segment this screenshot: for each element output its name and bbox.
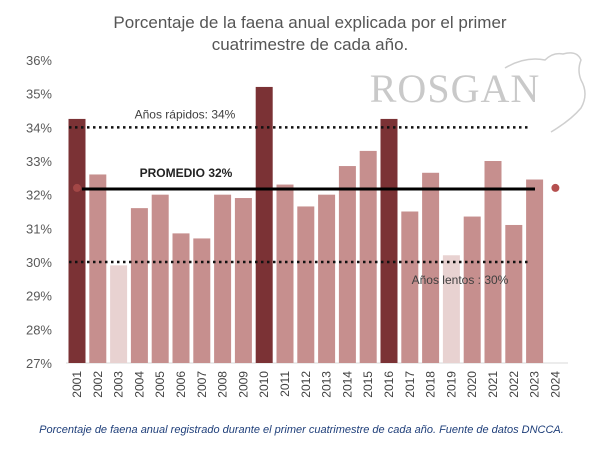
y-tick-label: 32% — [26, 188, 52, 203]
x-tick-label: 2013 — [320, 371, 334, 398]
x-tick-label: 2006 — [174, 371, 188, 398]
y-tick-label: 29% — [26, 289, 52, 304]
bar-2021 — [484, 161, 502, 363]
x-tick-label: 2012 — [299, 371, 313, 398]
x-tick-label: 2005 — [153, 371, 167, 398]
bar-2015 — [359, 150, 377, 363]
bar-2020 — [463, 216, 481, 363]
x-tick-label: 2009 — [236, 371, 250, 398]
bar-2016 — [380, 118, 398, 364]
y-tick-label: 34% — [26, 120, 52, 135]
point-2001-average-marker — [73, 183, 81, 192]
x-tick-label: 2015 — [361, 371, 375, 398]
y-tick-label: 33% — [26, 154, 52, 169]
x-tick-label: 2019 — [444, 371, 458, 398]
bar-2023 — [526, 179, 544, 363]
bar-2002 — [89, 174, 107, 363]
bar-2001 — [68, 118, 86, 364]
bar-2018 — [422, 172, 440, 363]
point-2024 — [551, 183, 560, 192]
x-tick-label: 2016 — [382, 371, 396, 398]
bar-2009 — [234, 198, 252, 363]
x-tick-label: 2018 — [424, 371, 438, 398]
chart-title-line-1: Porcentaje de la faena anual explicada p… — [113, 13, 507, 32]
y-tick-label: 36% — [26, 53, 52, 68]
bar-2012 — [297, 206, 315, 363]
x-tick-label: 2023 — [528, 371, 542, 398]
x-tick-label: 2010 — [257, 371, 271, 398]
y-tick-label: 27% — [26, 356, 52, 371]
y-tick-label: 35% — [26, 87, 52, 102]
bar-2005 — [151, 194, 169, 363]
x-tick-label: 2003 — [112, 371, 126, 398]
chart-title-line-2: cuatrimestre de cada año. — [211, 35, 409, 54]
x-tick-label: 2002 — [91, 371, 105, 398]
x-tick-label: 2004 — [132, 371, 146, 398]
x-tick-label: 2021 — [486, 371, 500, 398]
x-tick-label: 2024 — [548, 371, 562, 398]
y-tick-label: 31% — [26, 221, 52, 236]
x-tick-label: 2001 — [70, 371, 84, 398]
y-tick-label: 30% — [26, 255, 52, 270]
x-tick-label: 2007 — [195, 371, 209, 398]
bar-2014 — [338, 166, 356, 363]
reference-label-slow: Años lentos : 30% — [412, 273, 509, 287]
x-tick-label: 2022 — [507, 371, 521, 398]
bar-2022 — [505, 224, 523, 363]
bar-2006 — [172, 233, 190, 363]
bar-2008 — [214, 194, 232, 363]
bar-2011 — [276, 184, 294, 363]
x-tick-label: 2011 — [278, 371, 292, 397]
bar-2004 — [130, 208, 148, 363]
x-tick-label: 2020 — [465, 371, 479, 398]
bar-2017 — [401, 211, 419, 363]
bar-2003 — [110, 265, 128, 363]
bar-2019 — [442, 255, 460, 363]
bar-2010 — [255, 86, 273, 363]
reference-label-fast: Años rápidos: 34% — [135, 107, 236, 121]
x-tick-label: 2014 — [340, 371, 354, 398]
bar-2007 — [193, 238, 211, 363]
rosgan-logo: ROSGAN — [370, 52, 586, 133]
x-tick-label: 2008 — [216, 371, 230, 398]
y-tick-label: 28% — [26, 322, 52, 337]
x-tick-label: 2017 — [403, 371, 417, 398]
bar-chart: ROSGAN 27% 28% 29% 30% 31% 32% 33% 34% 35% 36% 200… — [26, 52, 586, 398]
reference-label-average: PROMEDIO 32% — [140, 166, 233, 180]
chart-caption: Porcentaje de faena anual registrado dur… — [39, 424, 564, 436]
bar-2013 — [318, 194, 336, 363]
svg-text:ROSGAN: ROSGAN — [370, 66, 540, 111]
